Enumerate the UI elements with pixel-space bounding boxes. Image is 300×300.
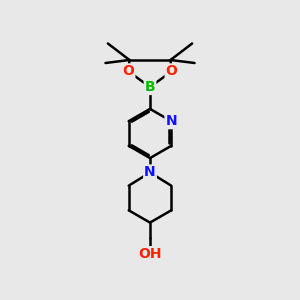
Text: O: O bbox=[166, 64, 178, 78]
Text: O: O bbox=[122, 64, 134, 78]
Text: OH: OH bbox=[138, 247, 162, 261]
Text: N: N bbox=[166, 114, 177, 128]
Text: B: B bbox=[145, 80, 155, 94]
Text: N: N bbox=[144, 166, 156, 179]
